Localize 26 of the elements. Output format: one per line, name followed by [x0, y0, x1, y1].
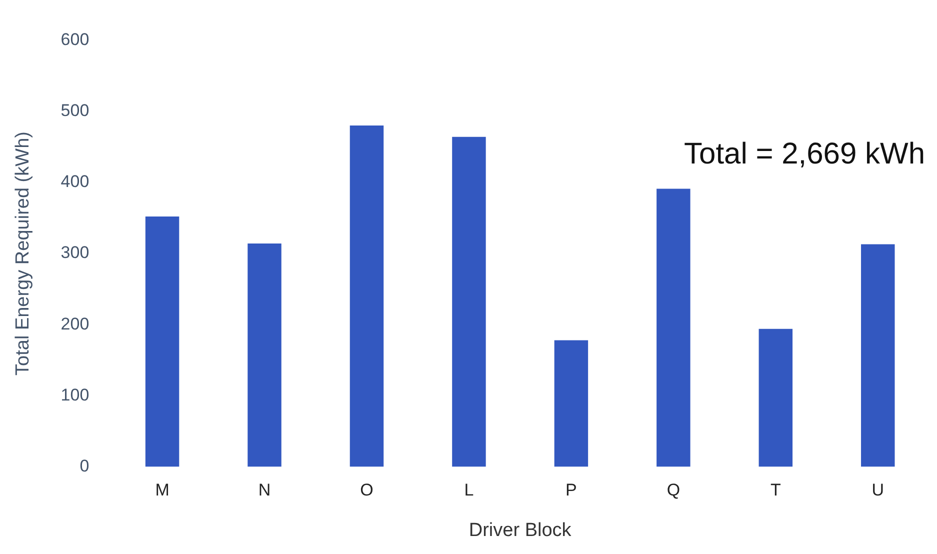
bar — [145, 216, 180, 467]
x-tick-label: N — [258, 480, 271, 500]
bar — [554, 340, 588, 467]
y-tick-label: 400 — [60, 172, 90, 192]
y-tick-label: 300 — [60, 243, 90, 262]
y-tick-label: 100 — [60, 385, 90, 404]
annotation: Total = 2,669 kWh — [684, 137, 925, 170]
x-tick-label: P — [566, 480, 577, 500]
bar — [656, 188, 690, 467]
x-axis-title: Driver Block — [468, 520, 572, 541]
bar — [758, 328, 793, 467]
x-tick-label: Q — [666, 480, 680, 500]
y-axis-title: Total Energy Required (kWh) — [12, 132, 34, 376]
x-tick-label: U — [872, 480, 884, 500]
x-tick-label: L — [464, 480, 474, 500]
x-tick-label: M — [155, 480, 170, 500]
y-tick-label: 500 — [60, 100, 90, 120]
x-tick-label: T — [770, 480, 781, 500]
y-tick-label: 600 — [60, 30, 90, 49]
bar — [350, 126, 384, 467]
y-tick-label: 0 — [80, 456, 90, 476]
bar — [861, 244, 895, 467]
x-tick-label: O — [360, 480, 374, 500]
y-tick-label: 200 — [60, 314, 90, 334]
bar — [452, 136, 486, 467]
bar — [248, 244, 282, 467]
